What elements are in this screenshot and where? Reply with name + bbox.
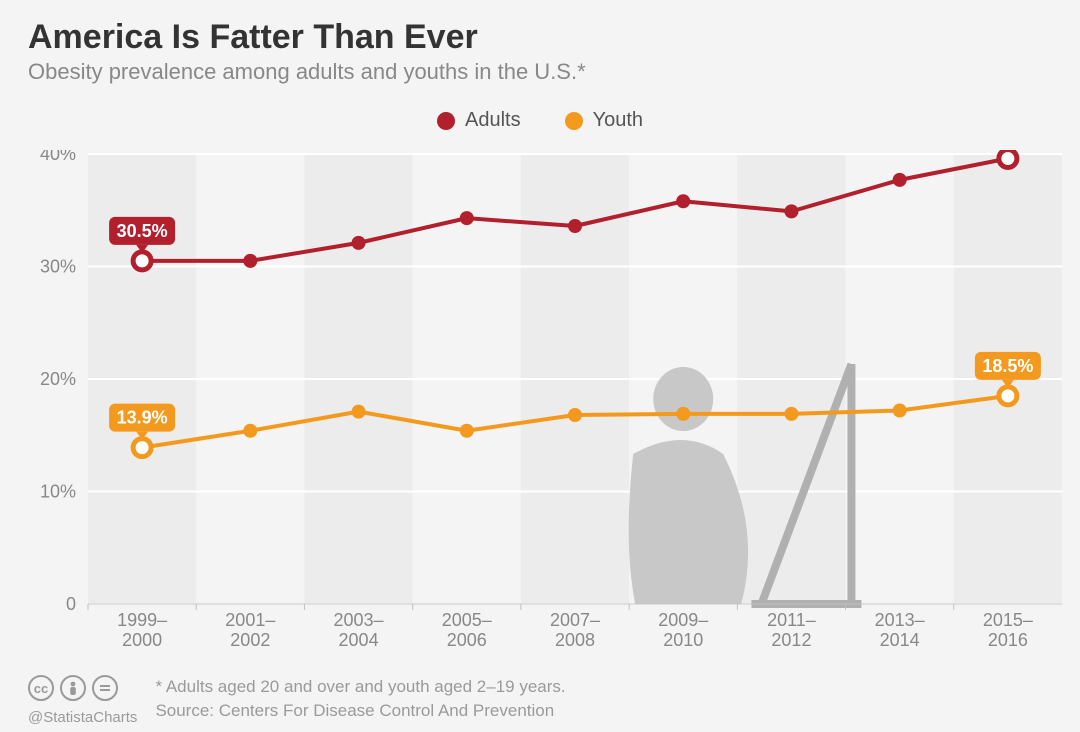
- value-badge-text-youth: 18.5%: [982, 356, 1033, 376]
- y-tick-label: 10%: [40, 482, 76, 502]
- legend-label-youth: Youth: [593, 109, 643, 132]
- series-point-adults: [243, 254, 257, 268]
- legend-item-adults: Adults: [437, 109, 521, 132]
- legend: Adults Youth: [0, 109, 1080, 132]
- x-tick-label: 1999–2000: [117, 610, 167, 650]
- series-point-adults: [352, 236, 366, 250]
- x-tick-label: 2013–2014: [875, 610, 925, 650]
- value-badge-text-youth: 13.9%: [117, 408, 168, 428]
- x-tick-label: 2007–2008: [550, 610, 600, 650]
- series-point-youth: [133, 439, 151, 457]
- y-tick-label: 30%: [40, 257, 76, 277]
- x-tick-label: 2003–2004: [334, 610, 384, 650]
- y-tick-label: 40%: [40, 150, 76, 164]
- footer-note: * Adults aged 20 and over and youth aged…: [155, 675, 565, 699]
- series-point-youth: [460, 424, 474, 438]
- legend-dot-adults: [437, 112, 455, 130]
- series-point-youth: [999, 387, 1017, 405]
- series-point-youth: [893, 404, 907, 418]
- x-tick-label: 2001–2002: [225, 610, 275, 650]
- cc-icon: cc: [28, 675, 54, 701]
- chart-subtitle: Obesity prevalence among adults and yout…: [28, 59, 1052, 85]
- nd-icon: [92, 675, 118, 701]
- x-tick-label: 2005–2006: [442, 610, 492, 650]
- series-point-adults: [676, 194, 690, 208]
- footer-source: Source: Centers For Disease Control And …: [155, 699, 565, 723]
- chart-title: America Is Fatter Than Ever: [28, 18, 1052, 57]
- y-tick-label: 20%: [40, 369, 76, 389]
- x-tick-label: 2011–2012: [767, 610, 816, 650]
- by-icon: [60, 675, 86, 701]
- series-point-youth: [784, 407, 798, 421]
- series-point-youth: [676, 407, 690, 421]
- series-point-adults: [893, 173, 907, 187]
- series-point-adults: [999, 150, 1017, 168]
- x-tick-label: 2015–2016: [983, 610, 1033, 650]
- series-point-youth: [352, 405, 366, 419]
- value-badge-text-adults: 30.5%: [117, 221, 168, 241]
- series-point-adults: [133, 252, 151, 270]
- chart: 0 10% 20% 30% 40% 1999–2000 2001–2002 2003–2004…: [28, 150, 1072, 660]
- series-point-youth: [568, 408, 582, 422]
- footer: cc @StatistaCharts * Adults aged 20 and …: [28, 675, 1072, 726]
- x-tick-label: 2009–2010: [658, 610, 708, 650]
- legend-label-adults: Adults: [465, 109, 521, 132]
- series-point-adults: [460, 211, 474, 225]
- legend-item-youth: Youth: [565, 109, 643, 132]
- footer-handle: @StatistaCharts: [28, 709, 137, 726]
- legend-dot-youth: [565, 112, 583, 130]
- series-point-youth: [243, 424, 257, 438]
- series-point-adults: [568, 219, 582, 233]
- y-tick-label: 0: [66, 594, 76, 614]
- series-point-adults: [784, 204, 798, 218]
